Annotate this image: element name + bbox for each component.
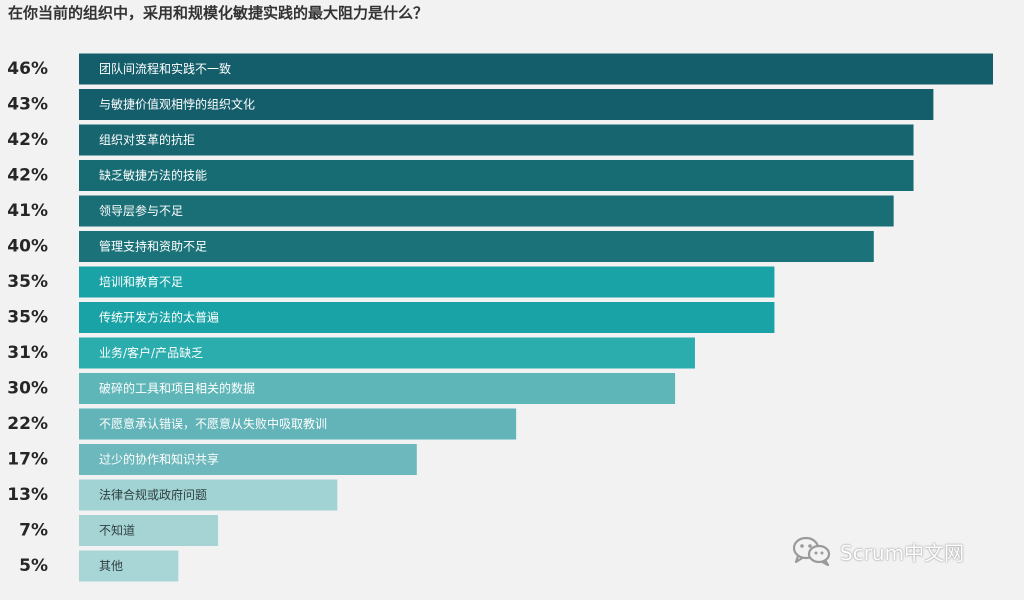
bar-row: 40% 管理支持和资助不足 <box>7 231 874 262</box>
bar-row: 17% 过少的协作和知识共享 <box>7 444 417 475</box>
bar-row: 35% 传统开发方法的太普遍 <box>7 302 775 333</box>
bar <box>79 266 775 298</box>
value-label: 22% <box>7 414 48 434</box>
bar-row: 22% 不愿意承认错误，不愿意从失败中吸取教训 <box>7 408 517 440</box>
category-label: 其他 <box>99 559 123 573</box>
bar <box>79 231 874 262</box>
bar <box>79 337 695 369</box>
bar <box>79 444 417 475</box>
value-label: 41% <box>7 201 48 221</box>
watermark-text: Scrum中文网 <box>840 540 965 565</box>
value-label: 17% <box>7 450 48 470</box>
bar <box>79 302 775 333</box>
value-label: 31% <box>7 343 48 363</box>
category-label: 团队间流程和实践不一致 <box>99 61 231 76</box>
value-label: 40% <box>7 237 48 257</box>
category-label: 不知道 <box>99 524 135 538</box>
bar <box>79 550 179 582</box>
value-label: 35% <box>7 272 48 292</box>
category-label: 不愿意承认错误，不愿意从失败中吸取教训 <box>99 416 327 431</box>
value-label: 43% <box>7 95 48 115</box>
category-label: 法律合规或政府问题 <box>99 487 207 502</box>
value-label: 13% <box>7 485 48 505</box>
category-label: 组织对变革的抗拒 <box>99 132 195 147</box>
value-label: 7% <box>19 521 48 541</box>
category-label: 与敏捷价值观相悖的组织文化 <box>99 97 255 112</box>
bar-row: 7% 不知道 <box>19 515 219 546</box>
bar-row: 5% 其他 <box>19 550 179 582</box>
value-label: 46% <box>7 59 48 79</box>
wechat-icon <box>792 536 831 566</box>
bar-row: 35% 培训和教育不足 <box>7 266 775 298</box>
bar-row: 30% 破碎的工具和项目相关的数据 <box>7 373 676 404</box>
watermark: Scrum中文网 <box>792 536 964 566</box>
category-label: 破碎的工具和项目相关的数据 <box>99 381 255 396</box>
value-label: 42% <box>7 166 48 186</box>
bar <box>79 89 934 120</box>
category-label: 过少的协作和知识共享 <box>99 452 219 467</box>
value-label: 5% <box>19 556 48 576</box>
bar <box>79 160 914 191</box>
value-label: 35% <box>7 308 48 328</box>
bar-row: 31% 业务/客户/产品缺乏 <box>7 337 695 369</box>
category-label: 缺乏敏捷方法的技能 <box>99 168 207 183</box>
value-label: 30% <box>7 379 48 399</box>
bar <box>79 515 219 546</box>
value-label: 42% <box>7 130 48 150</box>
bar <box>79 408 517 440</box>
bar-row: 42% 缺乏敏捷方法的技能 <box>7 160 914 191</box>
bar <box>79 53 993 85</box>
category-label: 培训和教育不足 <box>99 274 183 289</box>
bar-row: 46% 团队间流程和实践不一致 <box>7 53 993 85</box>
bar-row: 43% 与敏捷价值观相悖的组织文化 <box>7 89 934 120</box>
category-label: 领导层参与不足 <box>99 203 183 218</box>
bar-row: 41% 领导层参与不足 <box>7 195 894 227</box>
bar-row: 42% 组织对变革的抗拒 <box>7 124 914 156</box>
bar-row: 13% 法律合规或政府问题 <box>7 479 338 511</box>
category-label: 业务/客户/产品缺乏 <box>99 345 203 360</box>
bar <box>79 195 894 227</box>
bar <box>79 479 338 511</box>
bar <box>79 124 914 156</box>
chart-title: 在你当前的组织中，采用和规模化敏捷实践的最大阻力是什么？ <box>8 4 429 22</box>
category-label: 管理支持和资助不足 <box>99 239 207 254</box>
bar <box>79 373 676 404</box>
category-label: 传统开发方法的太普遍 <box>99 310 219 325</box>
